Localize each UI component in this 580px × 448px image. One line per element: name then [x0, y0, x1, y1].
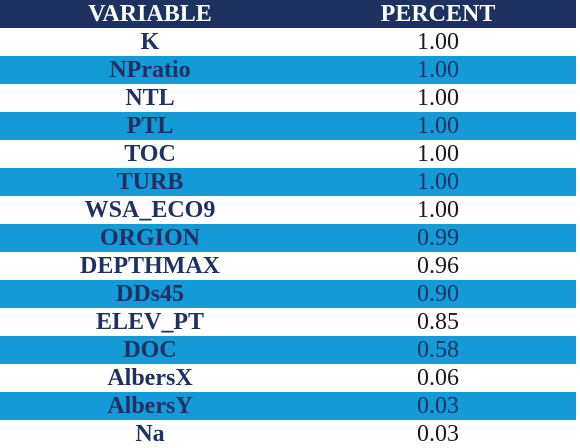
percent-cell: 0.58 — [417, 337, 459, 363]
percent-cell: 1.00 — [417, 197, 459, 223]
table-row: AlbersX 0.06 — [0, 364, 576, 392]
percent-cell: 1.00 — [417, 141, 459, 167]
percent-cell: 0.99 — [417, 225, 459, 251]
variable-cell: DDs45 — [115, 281, 184, 307]
table-row: NPratio 1.00 — [0, 56, 576, 84]
table-header: VARIABLE PERCENT — [0, 0, 576, 28]
percent-cell: 0.90 — [417, 281, 459, 307]
variable-cell: PTL — [126, 113, 174, 139]
table-row: PTL 1.00 — [0, 112, 576, 140]
variable-cell: Na — [135, 421, 165, 447]
variable-cell: TOC — [124, 141, 176, 167]
variable-cell: DEPTHMAX — [80, 253, 220, 279]
header-variable: VARIABLE — [88, 1, 212, 27]
variable-cell: WSA_ECO9 — [84, 197, 216, 223]
table-row: DEPTHMAX 0.96 — [0, 252, 576, 280]
table-row: NTL 1.00 — [0, 84, 576, 112]
table-row: TURB 1.00 — [0, 168, 576, 196]
percent-cell: 0.96 — [417, 253, 459, 279]
table-row: TOC 1.00 — [0, 140, 576, 168]
variable-cell: DOC — [123, 337, 177, 363]
table-row: DDs45 0.90 — [0, 280, 576, 308]
percent-cell: 1.00 — [417, 169, 459, 195]
percent-cell: 1.00 — [417, 57, 459, 83]
percent-cell: 1.00 — [417, 29, 459, 55]
percent-cell: 0.03 — [417, 393, 459, 419]
percent-cell: 0.06 — [417, 365, 459, 391]
variable-cell: TURB — [116, 169, 184, 195]
table-row: ORGION 0.99 — [0, 224, 576, 252]
percent-cell: 1.00 — [417, 85, 459, 111]
table-row: ELEV_PT 0.85 — [0, 308, 576, 336]
table-row: AlbersY 0.03 — [0, 392, 576, 420]
percent-cell: 1.00 — [417, 113, 459, 139]
percent-cell: 0.85 — [417, 309, 459, 335]
table-row: K 1.00 — [0, 28, 576, 56]
percent-cell: 0.03 — [417, 421, 459, 447]
variable-cell: ELEV_PT — [95, 309, 205, 335]
table-row: DOC 0.58 — [0, 336, 576, 364]
variable-cell: NPratio — [109, 57, 191, 83]
variable-cell: NTL — [125, 85, 175, 111]
variable-cell: AlbersX — [107, 365, 193, 391]
header-percent: PERCENT — [380, 1, 496, 27]
variable-cell: ORGION — [99, 225, 200, 251]
variable-cell: K — [140, 29, 160, 55]
table-row: Na 0.03 — [0, 420, 576, 448]
variable-cell: AlbersY — [107, 393, 193, 419]
table-row: WSA_ECO9 1.00 — [0, 196, 576, 224]
